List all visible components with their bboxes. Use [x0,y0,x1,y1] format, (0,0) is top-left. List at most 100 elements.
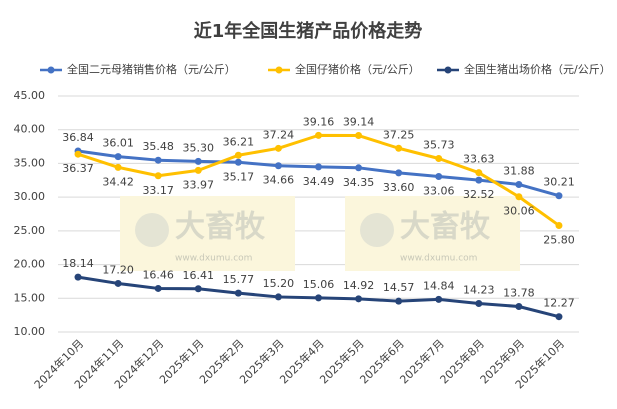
y-tick-label: 10.00 [14,325,46,338]
data-label: 36.37 [62,162,94,175]
data-point [475,299,483,307]
data-label: 15.20 [263,277,295,290]
data-point [154,156,162,164]
watermark-url: www.dxumu.com [175,254,252,264]
data-point [74,273,82,281]
data-point [395,144,403,152]
data-label: 14.84 [423,279,455,292]
legend-marker [444,66,452,74]
data-label: 34.35 [343,176,375,189]
data-point [435,155,443,163]
data-label: 36.21 [223,135,255,148]
data-point [274,162,282,170]
watermark-text: 大畜牧 [175,210,266,245]
y-tick-label: 40.00 [14,123,46,136]
data-label: 33.60 [383,181,415,194]
legend-label: 全国生猪出场价格（元/公斤） [464,62,611,76]
data-point [154,284,162,292]
data-point [274,144,282,152]
data-point [475,169,483,177]
data-point [234,289,242,297]
data-label: 39.14 [343,116,375,129]
data-label: 32.52 [463,188,495,201]
data-point [315,163,322,171]
data-point [114,163,122,171]
data-label: 14.57 [383,281,415,294]
data-label: 15.06 [303,278,335,291]
y-tick-label: 20.00 [14,258,46,271]
data-label: 36.01 [102,137,134,150]
data-label: 35.48 [142,140,174,153]
data-point [475,176,483,184]
data-point [355,295,363,303]
watermark-text: 大畜牧 [400,210,491,245]
data-label: 15.77 [223,273,255,286]
data-point [315,131,322,139]
chart-title: 近1年全国生猪产品价格走势 [194,20,423,42]
legend-label: 全国仔猪价格（元/公斤） [295,62,420,76]
data-point [515,180,523,188]
data-label: 14.23 [463,283,495,296]
data-label: 16.46 [142,268,174,281]
y-tick-label: 30.00 [14,190,46,203]
data-point [154,172,162,180]
data-point [274,293,282,301]
data-label: 35.30 [183,141,215,154]
data-point [194,285,202,293]
data-point [435,295,443,303]
watermark: 大畜牧 www.dxumu.com 大畜牧 www.dxumu.com [120,196,520,271]
data-point [315,294,322,302]
y-tick-label: 45.00 [14,89,46,102]
data-point [395,169,403,177]
data-label: 12.27 [543,297,575,310]
data-label: 14.92 [343,279,375,292]
data-point [234,151,242,159]
data-label: 25.80 [543,233,575,246]
data-label: 34.66 [263,174,295,187]
data-label: 33.63 [463,153,495,166]
data-point [555,192,563,200]
data-point [555,221,563,229]
data-point [355,164,363,172]
data-label: 33.06 [423,185,455,198]
data-label: 30.21 [543,176,575,189]
legend-marker [275,66,283,74]
data-point [435,173,443,181]
legend-label: 全国二元母猪销售价格（元/公斤） [67,62,236,76]
watermark-logo [360,213,394,247]
y-tick-label: 15.00 [14,291,46,304]
data-label: 16.41 [183,269,215,282]
data-point [114,153,122,161]
y-tick-label: 35.00 [14,156,46,169]
data-point [114,279,122,287]
data-point [74,150,82,158]
data-label: 18.14 [62,257,94,270]
data-label: 37.24 [263,128,295,141]
data-label: 30.06 [503,205,535,218]
data-label: 35.17 [223,170,255,183]
data-label: 13.78 [503,287,535,300]
data-label: 17.20 [102,263,134,276]
data-point [515,303,523,311]
data-label: 34.42 [102,175,134,188]
data-point [515,193,523,201]
data-point [355,132,363,140]
data-label: 35.73 [423,139,455,152]
data-label: 39.16 [303,115,335,128]
data-point [234,158,242,166]
data-label: 37.25 [383,128,415,141]
data-label: 31.88 [503,164,535,177]
watermark-logo [135,213,169,247]
data-label: 34.49 [303,175,335,188]
data-label: 33.97 [183,178,215,191]
watermark-url: www.dxumu.com [400,254,477,264]
legend-marker [47,66,55,74]
data-point [395,297,403,305]
data-point [194,166,202,174]
data-label: 36.84 [62,131,94,144]
y-tick-label: 25.00 [14,224,46,237]
data-label: 33.17 [142,184,174,197]
data-point [555,313,563,321]
data-point [194,157,202,165]
